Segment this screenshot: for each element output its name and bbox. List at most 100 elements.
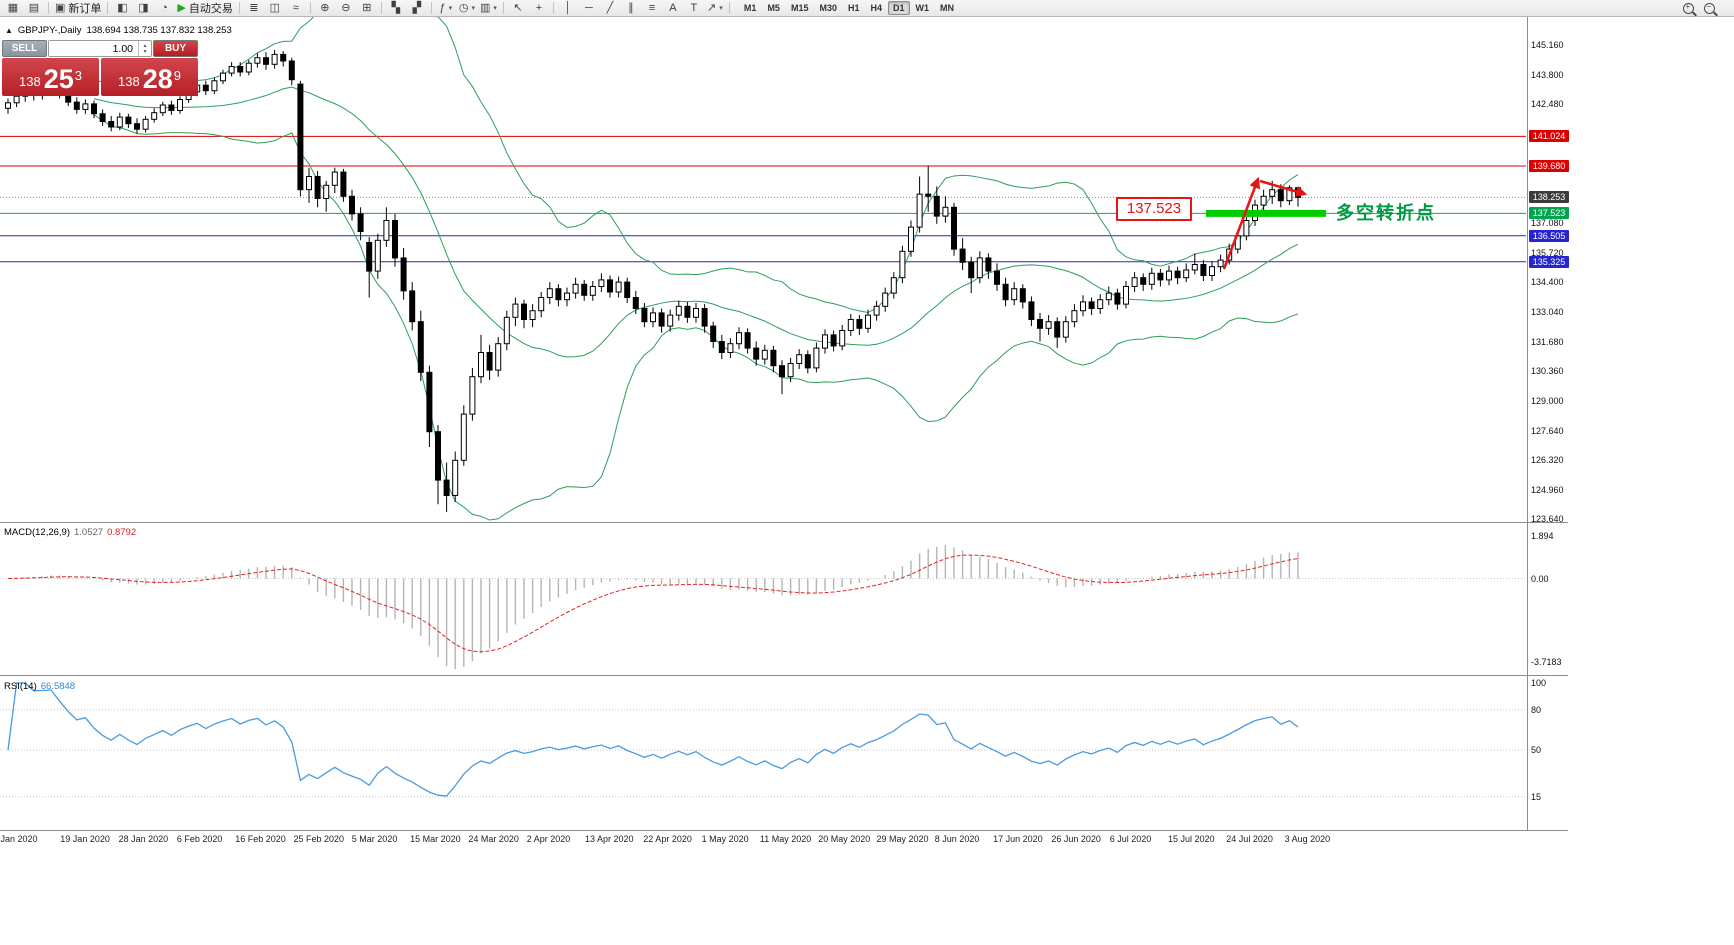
date-label: 24 Mar 2020 xyxy=(468,834,519,844)
date-label: 19 Jan 2020 xyxy=(60,834,110,844)
zoom-out-icon[interactable]: ⊖ xyxy=(336,1,356,16)
time-scale[interactable]: 9 Jan 2020 19 Jan 2020 28 Jan 2020 6 Feb 20… xyxy=(0,834,1568,847)
macd-panel[interactable] xyxy=(0,524,1527,674)
timeframe-m30[interactable]: M30 xyxy=(819,3,837,13)
fibonacci-icon[interactable]: ≡ xyxy=(642,1,662,16)
new-order-button[interactable]: ▣ 新订单 xyxy=(53,1,103,16)
buy-button[interactable]: BUY xyxy=(153,40,198,57)
turning-point-note[interactable]: 多空转折点 xyxy=(1336,203,1436,223)
timeframe-m15[interactable]: M15 xyxy=(790,3,809,13)
trendline-icon[interactable]: ╱ xyxy=(600,1,620,16)
panel-splitter[interactable] xyxy=(0,830,1568,831)
tile-windows-icon-glyph: ▚ xyxy=(391,1,401,14)
zoom-in-icon[interactable]: ⊕ xyxy=(315,1,335,16)
bid-pip-digit: 3 xyxy=(74,68,82,83)
timeframe-m5[interactable]: M5 xyxy=(767,3,780,13)
data-window-icon[interactable]: ◨ xyxy=(133,1,153,16)
autotrading-glyph: ▶ xyxy=(177,1,186,14)
one-click-toggle-icon[interactable]: ▲ xyxy=(5,26,13,35)
date-label: 3 Aug 2020 xyxy=(1284,834,1331,844)
toolbar-zoom-out-icon[interactable]: − xyxy=(1704,1,1715,14)
volume-stepper[interactable]: ▲ ▼ xyxy=(138,41,151,56)
trend-arrow-pullback[interactable] xyxy=(1259,179,1308,197)
rsi-name: RSI(14) xyxy=(4,681,37,692)
panel-splitter[interactable] xyxy=(0,522,1568,523)
grid-icon[interactable]: ⊞ xyxy=(357,1,377,16)
label-icon[interactable]: T xyxy=(684,1,704,16)
date-label: 15 Jul 2020 xyxy=(1168,834,1215,844)
macd-scale-label: -3.7183 xyxy=(1531,656,1562,667)
horizontal-lines[interactable] xyxy=(0,135,1526,263)
line-chart-icon[interactable]: ≈ xyxy=(286,1,306,16)
rsi-label: RSI(14) 66.5848 xyxy=(4,681,75,692)
dropdown-arrow-icon: ▾ xyxy=(448,5,453,12)
crosshair-icon-glyph: + xyxy=(535,1,543,14)
timeframe-d1[interactable]: D1 xyxy=(888,1,910,15)
cursor-icon[interactable]: ↖ xyxy=(508,1,528,16)
date-label: 11 May 2020 xyxy=(759,834,812,844)
trend-arrow-up[interactable] xyxy=(1222,176,1261,270)
new-chart-icon-glyph: ▦ xyxy=(7,1,19,14)
autotrading-button[interactable]: ▶ 自动交易 xyxy=(175,1,234,16)
timeframe-h4[interactable]: H4 xyxy=(870,3,883,13)
templates-icon[interactable]: ▥ ▾ xyxy=(478,1,499,16)
date-label: 6 Jul 2020 xyxy=(1109,834,1152,844)
timeframe-m1[interactable]: M1 xyxy=(743,3,757,13)
arrows-icon[interactable]: ↗ ▾ xyxy=(705,1,725,16)
price-badge-141.024: 141.024 xyxy=(1529,130,1569,143)
text-icon[interactable]: A xyxy=(663,1,683,16)
minus-glyph: − xyxy=(1706,1,1712,11)
macd-signal-value: 0.8792 xyxy=(107,527,137,538)
channel-icon[interactable]: ∥ xyxy=(621,1,641,16)
date-label: 25 Feb 2020 xyxy=(293,834,345,844)
new-chart-icon[interactable]: ▦ xyxy=(3,1,23,16)
zoom-out-icon-glyph: ⊖ xyxy=(341,1,351,14)
timeframe-h1[interactable]: H1 xyxy=(847,3,860,13)
zoom-in-icon-glyph: ⊕ xyxy=(320,1,330,14)
toolbar-separator xyxy=(107,2,109,14)
toolbar-separator xyxy=(728,2,730,14)
date-label: 9 Jan 2020 xyxy=(0,834,38,844)
tile-windows-icon[interactable]: ▚ xyxy=(386,1,406,16)
volume-input[interactable] xyxy=(49,41,135,56)
support-price-callout[interactable]: 137.523 xyxy=(1116,197,1192,221)
candlestick-chart-icon-glyph: ◫ xyxy=(269,1,281,14)
vertical-line-icon[interactable]: │ xyxy=(558,1,578,16)
date-label: 13 Apr 2020 xyxy=(585,834,634,844)
periods-icon[interactable]: ◷ ▾ xyxy=(457,1,477,16)
chart-profiles-icon[interactable]: ▤ xyxy=(24,1,44,16)
ask-pip-digit: 9 xyxy=(173,68,181,83)
toolbar-separator xyxy=(552,2,554,14)
timeframe-w1[interactable]: W1 xyxy=(915,3,930,13)
navigator-icon[interactable]: ◔ xyxy=(154,1,174,16)
bollinger-upper-band xyxy=(93,17,1299,314)
market-watch-icon[interactable]: ◧ xyxy=(112,1,132,16)
price-chart-canvas[interactable] xyxy=(0,17,1527,522)
stepper-up-icon[interactable]: ▲ xyxy=(142,42,148,49)
channel-icon-glyph: ∥ xyxy=(628,1,634,14)
rsi-panel[interactable] xyxy=(0,677,1527,829)
price-scale[interactable]: 145.160 143.800 142.480 137.080 135.720 134.4… xyxy=(1528,0,1574,850)
cascade-windows-icon[interactable]: ▞ xyxy=(407,1,427,16)
crosshair-icon[interactable]: + xyxy=(529,1,549,16)
macd-label: MACD(12,26,9) 1.0527 0.8792 xyxy=(4,527,136,538)
bollinger-bands xyxy=(93,17,1299,521)
price-badge-135.325: 135.325 xyxy=(1529,255,1569,268)
quote-ohlc: 138.694 138.735 137.832 138.253 xyxy=(86,25,232,36)
horizontal-line-icon-glyph: ─ xyxy=(585,1,593,14)
bar-chart-icon[interactable]: ≣ xyxy=(244,1,264,16)
candlestick-chart-icon[interactable]: ◫ xyxy=(265,1,285,16)
timeframe-mn[interactable]: MN xyxy=(940,3,955,13)
support-zone-bar[interactable] xyxy=(1206,209,1326,217)
price-badge-136.505: 136.505 xyxy=(1529,229,1569,242)
indicators-icon[interactable]: ƒ ▾ xyxy=(436,1,456,16)
plus-glyph: + xyxy=(1685,1,1691,11)
sell-button[interactable]: SELL xyxy=(2,40,47,57)
horizontal-line-icon[interactable]: ─ xyxy=(579,1,599,16)
bid-price-button[interactable]: 138 25 3 xyxy=(2,58,99,96)
toolbar-zoom-in-icon[interactable]: + xyxy=(1683,1,1694,14)
stepper-down-icon[interactable]: ▼ xyxy=(142,48,148,55)
panel-splitter[interactable] xyxy=(0,675,1568,676)
date-label: 26 Jun 2020 xyxy=(1051,834,1101,844)
ask-price-button[interactable]: 138 28 9 xyxy=(101,58,198,96)
